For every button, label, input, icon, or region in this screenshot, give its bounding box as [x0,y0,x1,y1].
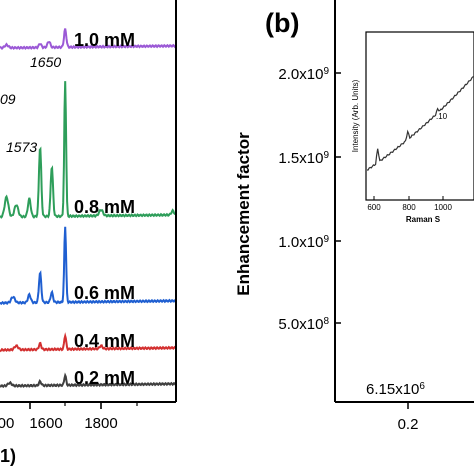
x-tick-label-0_2: 0.2 [398,416,419,433]
inset-x-tick-label-600: 600 [367,203,381,212]
y-tick-label-1_5e9: 1.5x109 [278,150,329,168]
panel-a-series [0,28,177,389]
inset: .10 Intensity (Arb. Units) 600 800 1000 … [351,31,474,224]
panel-b-x-ticks: 0.2 [398,402,419,433]
panel-b-y-ticks: 5.0x108 1.0x109 1.5x109 2.0x109 [278,66,341,334]
panel-b-ylabel: Enhancement factor [234,132,253,296]
inset-note: .10 [436,112,448,121]
series-line-0-4-mM [0,332,177,353]
peak-label-09: 09 [0,91,16,107]
inset-x-tick-label-800: 800 [402,203,416,212]
series-line-1-0-mM [0,28,177,51]
panel-a-peak-labels: 1650 09 1573 [0,54,61,155]
y-tick-label-2e9: 2.0x109 [278,66,329,84]
panel-a-xlabel-fragment: 1) [0,446,16,466]
series-label-0-4-mM: 0.4 mM [74,331,135,351]
series-line-0-8-mM [0,81,177,219]
series-label-0-2-mM: 0.2 mM [74,368,135,388]
series-line-0-6-mM [0,226,177,306]
series-line-0-2-mM [0,372,177,389]
y-tick-label-5e8: 5.0x108 [278,316,329,334]
y-tick-label-1e9: 1.0x109 [278,234,329,252]
panel-a-x-ticks: 1600 1600 1800 [0,402,138,432]
x-tick-label-1600-partial: 1600 [0,415,14,432]
inset-x-tick-label-1000: 1000 [434,203,452,212]
panel-a: 1.0 mM 0.8 mM 0.6 mM 0.4 mM 0.2 mM 1650 09 1… [0,0,177,466]
x-tick-label-1600: 1600 [29,415,62,432]
series-label-0-8-mM: 0.8 mM [74,197,135,217]
panel-a-series-labels: 1.0 mM 0.8 mM 0.6 mM 0.4 mM 0.2 mM [74,30,135,388]
peak-label-1573: 1573 [6,139,37,155]
inset-frame [365,31,474,201]
panel-b-label: (b) [265,8,299,38]
panel-b-annotation: 6.15x106 [366,381,425,399]
peak-label-1650: 1650 [30,54,61,70]
inset-xlabel: Raman S [406,215,441,224]
panel-b: (b) Enhancement factor 5.0x108 1.0x109 1… [234,0,474,433]
series-label-1-0-mM: 1.0 mM [74,30,135,50]
series-label-0-6-mM: 0.6 mM [74,283,135,303]
inset-spectrum [367,76,474,171]
x-tick-label-1800: 1800 [84,415,117,432]
inset-ylabel: Intensity (Arb. Units) [351,79,360,152]
